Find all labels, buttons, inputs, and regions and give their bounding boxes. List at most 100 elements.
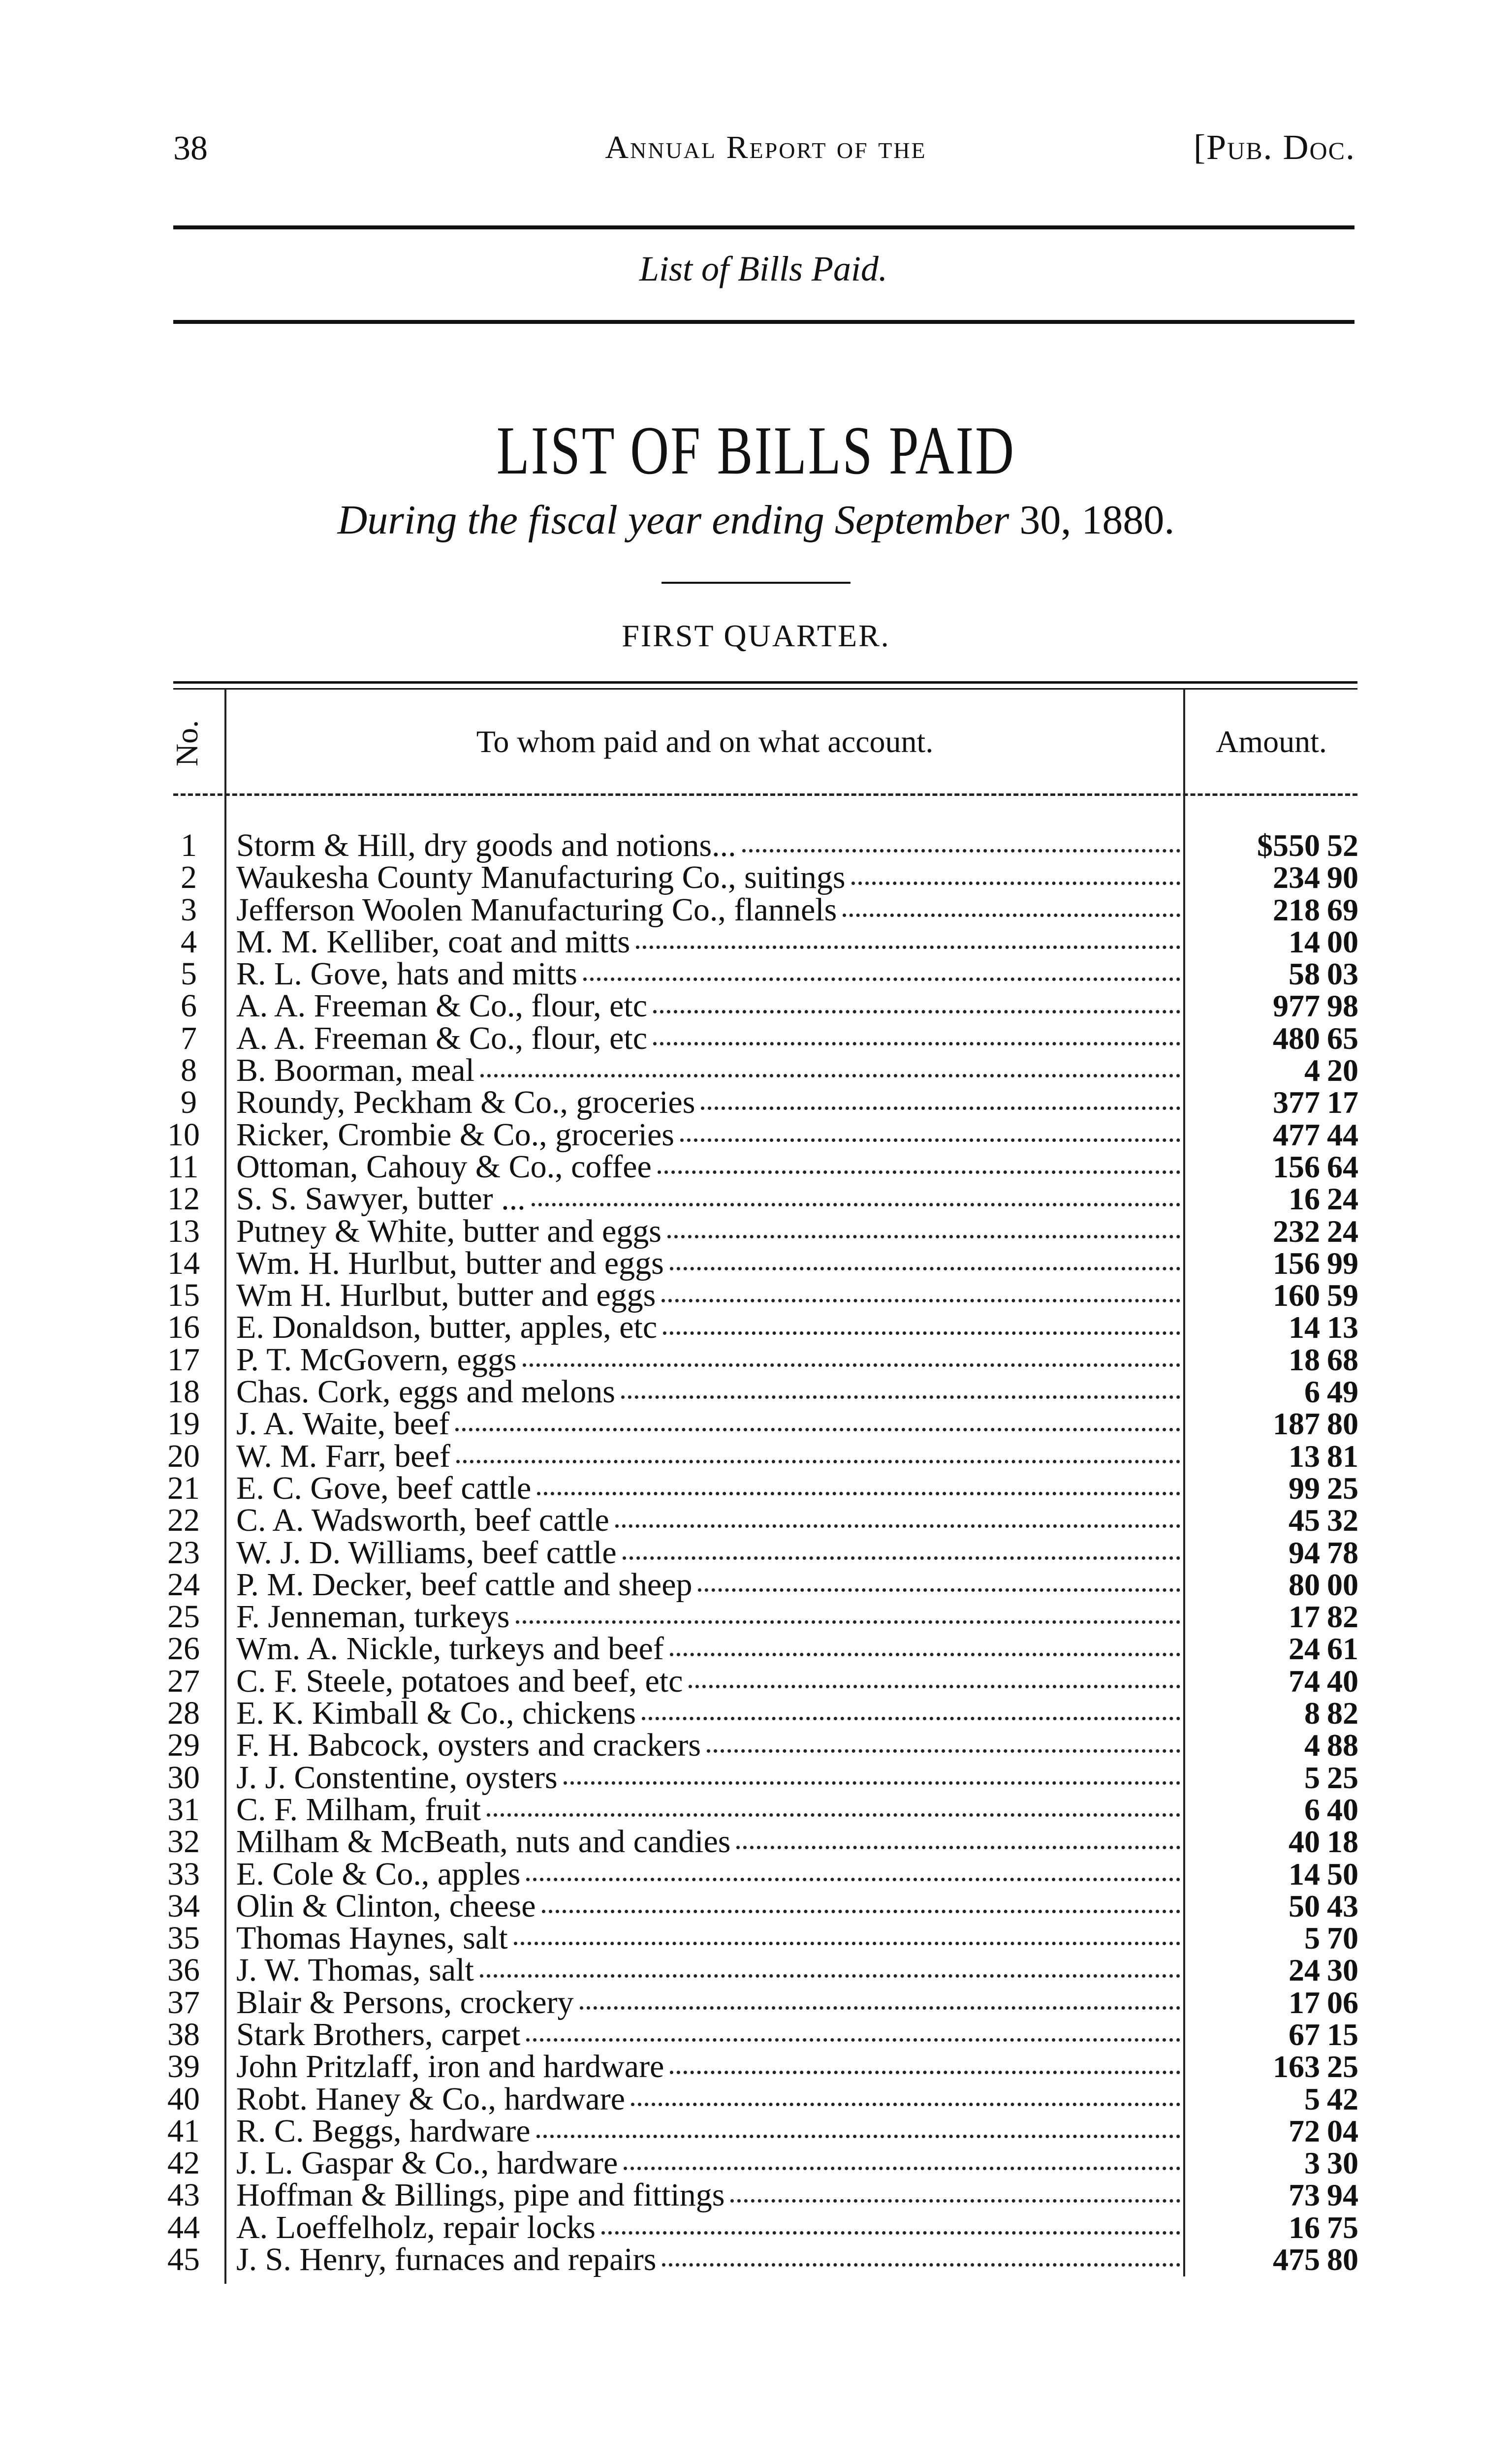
amount-dollars: 977 [1273,988,1320,1024]
amount-dollars: 4 [1304,1053,1320,1088]
amount-dollars: 74 [1289,1663,1320,1699]
payee-text: J. J. Constentine, oysters [236,1759,558,1796]
table-row: 32 Milham & McBeath, nuts and candies 40 18 [167,1826,1358,1858]
amount-cents: 30 [1327,1953,1358,1988]
amount-dollars: 5 [1304,1760,1320,1795]
payee-text: M. M. Kelliber, coat and mitts [236,923,630,960]
amount-dollars: 14 [1289,1310,1320,1345]
row-number: 4 [181,923,197,960]
table-row: 42 J. L. Gaspar & Co., hardware 3 30 [167,2147,1358,2179]
row-description: F. H. Babcock, oysters and crackers [236,1729,1185,1762]
amount-cents: 70 [1327,1921,1358,1956]
row-number: 21 [167,1470,200,1506]
amount-dollars: 5 [1304,1921,1320,1956]
amount-dollars: 24 [1289,1631,1320,1667]
table-row: 5 R. L. Gove, hats and mitts 58 03 [167,958,1358,990]
row-number: 44 [167,2209,200,2245]
table-row: 44 A. Loeffelholz, repair locks 16 75 [167,2211,1358,2243]
row-amount: 40 18 [1185,1826,1358,1858]
amount-dollars: 475 [1273,2242,1320,2277]
amount-cents: 06 [1327,1985,1358,2020]
table-row: 16 E. Donaldson, butter, apples, etc 14 13 [167,1309,1358,1346]
page-title: LIST OF BILLS PAID [496,412,1016,489]
amount-cents: 32 [1327,1503,1358,1538]
row-amount: 377 17 [1185,1086,1358,1119]
row-description: J. L. Gaspar & Co., hardware [236,2147,1185,2179]
row-number: 41 [167,2113,200,2149]
row-amount: 73 94 [1185,2179,1358,2211]
table-row: 27 C. F. Steele, potatoes and beef, etc 74… [167,1665,1358,1697]
row-description: Jefferson Woolen Manufacturing Co., flan… [236,893,1185,926]
payee-text: Roundy, Peckham & Co., groceries [236,1084,695,1121]
dot-leader [541,1890,1180,1914]
amount-cents: 99 [1327,1245,1358,1281]
row-number: 17 [167,1341,200,1378]
payee-text: Ricker, Crombie & Co., groceries [236,1116,674,1153]
payee-text: W. M. Farr, beef [236,1438,450,1474]
table-row: 17 P. T. McGovern, eggs 18 68 [167,1341,1358,1378]
row-description: J. A. Waite, beef [236,1408,1185,1440]
amount-dollars: 16 [1289,1181,1320,1217]
row-number: 38 [167,2016,200,2052]
amount-dollars: 80 [1289,1567,1320,1602]
payee-text: Thomas Haynes, salt [236,1920,508,1956]
payee-text: Stark Brothers, carpet [236,2016,521,2052]
table-row: 31 C. F. Milham, fruit 6 40 [167,1791,1358,1828]
row-amount: 156 64 [1185,1151,1358,1183]
amount-cents: 42 [1327,2081,1358,2116]
row-number: 10 [167,1116,200,1153]
table-row: 33 E. Cole & Co., apples 14 50 [167,1858,1358,1890]
amount-dollars: 45 [1289,1503,1320,1538]
payee-text: R. C. Beggs, hardware [236,2113,531,2149]
table-row: 1 Storm & Hill, dry goods and notions... $… [167,829,1358,861]
dot-leader [742,829,1180,853]
table-row: 43 Hoffman & Billings, pipe and fittings 7… [167,2179,1358,2211]
table-row: 25 F. Jenneman, turkeys 17 82 [167,1600,1358,1633]
dot-leader [522,1344,1180,1367]
dot-leader [701,1086,1180,1110]
amount-cents: 00 [1327,924,1358,959]
row-description: Ricker, Crombie & Co., groceries [236,1116,1185,1153]
row-number: 32 [167,1824,200,1860]
column-divider [1183,689,1185,2276]
payee-text: J. A. Waite, beef [236,1406,450,1442]
dot-leader [669,1633,1180,1656]
amount-cents: 82 [1327,1696,1358,1731]
table-row: 21 E. C. Gove, beef cattle 99 25 [167,1472,1358,1504]
row-description: M. M. Kelliber, coat and mitts [236,923,1185,960]
amount-dollars: 24 [1289,1953,1320,1988]
row-description: Stark Brothers, carpet [236,2016,1185,2052]
running-title: Annual Report of the [605,129,927,165]
payee-text: E. Donaldson, butter, apples, etc [236,1309,658,1346]
row-amount: $550 52 [1185,829,1358,862]
row-number: 2 [181,859,197,896]
amount-dollars: 67 [1289,2017,1320,2052]
row-number: 1 [181,827,197,863]
row-description: Hoffman & Billings, pipe and fittings [236,2179,1185,2211]
row-amount: 5 70 [1185,1921,1358,1956]
row-number: 16 [167,1309,200,1346]
row-amount: 14 13 [1185,1310,1358,1345]
table-row: 12 S. S. Sawyer, butter ... 16 24 [167,1183,1358,1215]
row-amount: 4 20 [1185,1053,1358,1088]
amount-cents: 61 [1327,1631,1358,1667]
payee-text: Waukesha County Manufacturing Co., suiti… [236,859,846,896]
row-amount: 160 59 [1185,1279,1358,1312]
row-number: 31 [167,1791,200,1828]
payee-text: C. F. Steele, potatoes and beef, etc [236,1663,683,1699]
payee-text: J. L. Gaspar & Co., hardware [236,2145,618,2181]
dot-leader [662,1279,1180,1303]
payee-text: Wm. A. Nickle, turkeys and beef [236,1631,664,1667]
amount-dollars: 4 [1304,1728,1320,1763]
amount-cents: 30 [1327,2145,1358,2181]
bills-table-body: 1 Storm & Hill, dry goods and notions... $… [167,829,1358,2275]
row-description: S. S. Sawyer, butter ... [236,1183,1185,1215]
table-row: 18 Chas. Cork, eggs and melons 6 49 [167,1375,1358,1408]
column-header-amount: Amount. [1216,724,1327,759]
row-number: 3 [181,891,197,928]
dot-leader [456,1440,1180,1463]
amount-cents: 88 [1327,1728,1358,1763]
row-description: Milham & McBeath, nuts and candies [236,1826,1185,1858]
dot-leader [707,1729,1180,1753]
row-description: C. A. Wadsworth, beef cattle [236,1504,1185,1537]
